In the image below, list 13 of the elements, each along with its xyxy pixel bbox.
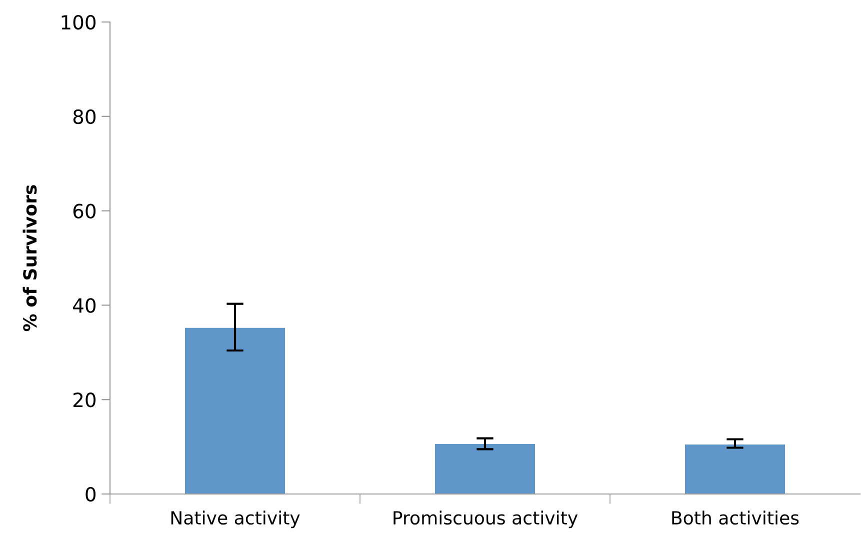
y-tick-label: 40 bbox=[73, 298, 96, 313]
x-tick-label: Both activities bbox=[672, 510, 799, 525]
y-axis-title: % of Survivors bbox=[22, 185, 37, 332]
y-tick-label: 80 bbox=[73, 109, 96, 124]
y-tick-label: 60 bbox=[73, 204, 96, 218]
bar bbox=[185, 328, 285, 494]
y-tick-label: 20 bbox=[73, 392, 96, 408]
x-tick-label: Native activity bbox=[171, 510, 300, 528]
x-tick-label: Promiscuous activity bbox=[394, 510, 578, 528]
bar bbox=[685, 444, 785, 494]
bar bbox=[435, 444, 535, 494]
y-tick-label: 0 bbox=[86, 486, 96, 502]
y-tick-label: 100 bbox=[62, 14, 96, 30]
